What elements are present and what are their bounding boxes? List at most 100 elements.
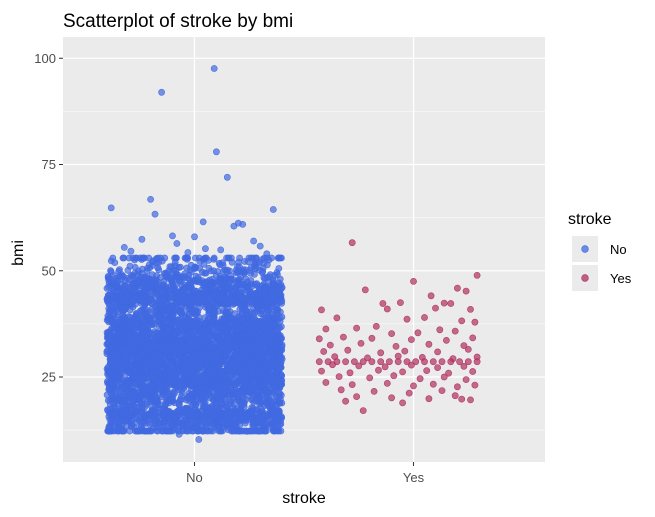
data-point bbox=[206, 281, 214, 289]
data-point bbox=[339, 333, 347, 341]
data-point bbox=[138, 235, 146, 243]
data-point bbox=[385, 358, 393, 366]
data-point bbox=[170, 389, 177, 397]
data-point bbox=[206, 342, 214, 350]
data-point bbox=[239, 332, 247, 340]
data-point bbox=[148, 339, 156, 346]
data-point bbox=[107, 344, 115, 351]
data-point bbox=[268, 408, 275, 416]
data-point bbox=[388, 330, 395, 337]
data-point bbox=[219, 295, 227, 303]
data-point bbox=[157, 301, 165, 308]
data-point bbox=[377, 358, 385, 366]
data-point bbox=[403, 315, 411, 323]
data-point bbox=[460, 362, 468, 370]
data-point bbox=[111, 274, 119, 282]
data-point bbox=[429, 358, 437, 366]
y-axis-title: bmi bbox=[10, 240, 27, 266]
data-point bbox=[318, 367, 325, 375]
data-point bbox=[275, 279, 283, 287]
data-point bbox=[146, 420, 154, 428]
data-point bbox=[148, 284, 156, 291]
data-point bbox=[370, 387, 378, 395]
data-point bbox=[231, 351, 239, 358]
data-point bbox=[224, 379, 232, 386]
data-point bbox=[322, 325, 330, 333]
data-point bbox=[266, 339, 274, 347]
x-tick-label: Yes bbox=[403, 470, 425, 485]
data-point bbox=[135, 353, 143, 361]
data-point bbox=[179, 347, 186, 355]
data-point bbox=[271, 307, 278, 315]
data-point bbox=[158, 321, 166, 329]
data-point bbox=[462, 376, 470, 383]
data-point bbox=[106, 425, 114, 432]
data-point bbox=[173, 373, 181, 381]
data-point bbox=[129, 296, 136, 304]
data-point bbox=[253, 384, 261, 392]
data-point bbox=[158, 88, 165, 96]
data-point bbox=[169, 232, 176, 240]
data-point bbox=[107, 204, 115, 212]
data-point bbox=[405, 389, 413, 397]
data-point bbox=[469, 368, 477, 375]
data-point bbox=[471, 318, 479, 326]
data-point bbox=[344, 346, 352, 354]
data-point bbox=[182, 406, 190, 414]
data-point bbox=[248, 296, 256, 304]
data-point bbox=[342, 358, 349, 366]
data-point bbox=[140, 275, 148, 283]
data-point bbox=[197, 393, 205, 401]
data-point bbox=[383, 379, 391, 387]
data-point bbox=[181, 354, 189, 361]
data-point bbox=[178, 309, 185, 317]
data-point bbox=[167, 379, 175, 386]
data-point bbox=[151, 210, 159, 218]
data-point bbox=[261, 427, 269, 435]
data-point bbox=[254, 418, 262, 426]
data-point bbox=[421, 358, 428, 366]
data-point bbox=[467, 305, 474, 313]
data-point bbox=[148, 358, 156, 366]
data-point bbox=[337, 386, 345, 394]
data-point bbox=[170, 330, 178, 338]
data-point bbox=[458, 317, 466, 325]
data-point bbox=[425, 340, 433, 348]
data-point bbox=[198, 334, 206, 341]
data-point bbox=[185, 276, 193, 283]
data-point bbox=[273, 375, 281, 383]
data-point bbox=[210, 65, 218, 72]
y-tick-label: 100 bbox=[34, 51, 56, 66]
data-point bbox=[223, 349, 231, 357]
data-point bbox=[202, 254, 210, 262]
data-point bbox=[216, 261, 224, 269]
data-point bbox=[342, 397, 349, 405]
data-point bbox=[434, 348, 441, 356]
data-point bbox=[410, 382, 417, 390]
data-point bbox=[222, 300, 229, 308]
data-point bbox=[242, 347, 250, 355]
data-point bbox=[355, 362, 363, 370]
data-point bbox=[151, 311, 159, 319]
data-point bbox=[346, 369, 354, 377]
data-point bbox=[110, 310, 118, 317]
legend-marker bbox=[581, 245, 589, 253]
data-point bbox=[189, 308, 196, 316]
data-point bbox=[146, 345, 154, 353]
data-point bbox=[256, 300, 264, 308]
data-point bbox=[451, 392, 459, 400]
data-point bbox=[271, 320, 279, 328]
data-point bbox=[256, 242, 264, 250]
data-point bbox=[379, 300, 387, 307]
data-point bbox=[253, 280, 261, 287]
data-point bbox=[394, 358, 402, 366]
data-point bbox=[392, 342, 400, 350]
data-point bbox=[135, 388, 143, 396]
data-point bbox=[251, 259, 259, 267]
data-point bbox=[233, 316, 241, 324]
y-tick-label: 25 bbox=[42, 370, 56, 385]
data-point bbox=[127, 402, 135, 410]
data-point bbox=[209, 420, 217, 428]
data-point bbox=[189, 368, 197, 376]
data-point bbox=[425, 395, 433, 403]
